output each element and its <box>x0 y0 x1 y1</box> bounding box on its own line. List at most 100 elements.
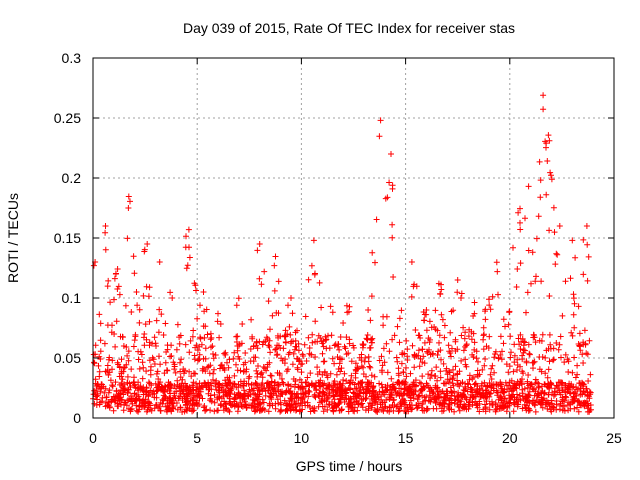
data-point <box>409 342 416 349</box>
data-point <box>374 401 381 408</box>
data-point <box>334 391 340 398</box>
data-point <box>505 369 512 376</box>
data-point <box>92 380 99 387</box>
data-point <box>500 340 507 347</box>
data-point <box>94 390 101 397</box>
x-tick-label: 5 <box>193 430 201 446</box>
data-point <box>337 368 344 375</box>
data-point <box>550 356 557 363</box>
data-point <box>545 132 552 139</box>
data-point <box>176 340 183 347</box>
data-point <box>171 392 178 399</box>
data-point <box>137 348 144 355</box>
data-point <box>120 343 127 349</box>
data-point <box>181 408 188 415</box>
data-point <box>264 336 271 342</box>
data-point <box>378 381 385 388</box>
data-point <box>570 291 577 298</box>
data-point <box>411 364 418 371</box>
data-point <box>118 356 125 363</box>
data-point <box>532 408 539 415</box>
data-point <box>234 367 241 374</box>
data-point <box>309 331 316 338</box>
data-point <box>493 259 500 266</box>
data-point <box>348 372 355 379</box>
data-point <box>367 344 374 351</box>
data-point <box>163 367 170 374</box>
data-point <box>204 364 211 371</box>
data-point <box>524 289 531 296</box>
data-point <box>553 382 560 389</box>
data-point <box>90 262 97 269</box>
data-point <box>506 308 513 315</box>
data-point <box>352 393 359 400</box>
data-point <box>519 352 526 359</box>
data-point <box>577 402 584 409</box>
data-point <box>150 388 157 395</box>
data-point <box>323 336 330 343</box>
data-point <box>290 350 297 357</box>
data-point <box>522 404 529 411</box>
data-point <box>506 379 513 386</box>
data-point <box>492 407 499 413</box>
data-point <box>502 379 509 386</box>
data-point <box>173 400 180 406</box>
data-point <box>102 229 109 236</box>
data-point <box>481 401 488 408</box>
data-point <box>408 293 415 300</box>
data-point <box>331 396 338 403</box>
data-point <box>427 375 434 382</box>
data-point <box>140 292 147 299</box>
data-point <box>259 406 266 413</box>
data-point <box>425 371 432 378</box>
data-point <box>449 380 456 387</box>
axis-ticks <box>92 57 615 419</box>
data-point <box>482 316 489 323</box>
data-point <box>132 398 139 404</box>
data-point <box>343 302 350 309</box>
data-point <box>567 390 574 397</box>
data-point <box>182 341 189 348</box>
data-point <box>97 337 104 344</box>
data-point <box>424 348 431 355</box>
data-point <box>586 388 593 395</box>
data-point <box>565 382 572 389</box>
data-point <box>547 341 554 348</box>
data-point <box>155 405 162 411</box>
data-point <box>308 262 315 269</box>
data-point <box>553 340 560 346</box>
data-point <box>242 350 249 356</box>
data-point <box>587 389 594 396</box>
data-point <box>136 306 143 313</box>
data-point <box>533 273 539 280</box>
data-point <box>503 361 510 368</box>
data-point <box>170 395 177 402</box>
data-point <box>429 389 436 396</box>
data-point <box>546 227 553 234</box>
data-point <box>529 359 536 366</box>
data-point <box>483 398 490 405</box>
data-point <box>104 283 111 290</box>
data-point <box>418 380 425 387</box>
data-point <box>525 391 532 398</box>
data-point <box>272 379 278 386</box>
data-point <box>574 371 581 378</box>
data-point <box>200 404 207 411</box>
data-point <box>358 357 365 364</box>
data-point <box>108 329 115 336</box>
data-point <box>532 376 539 383</box>
data-point <box>138 351 145 358</box>
data-point <box>351 408 358 415</box>
data-point <box>471 339 478 346</box>
data-point <box>278 355 285 362</box>
data-point <box>363 373 369 380</box>
data-point <box>439 316 446 323</box>
data-point <box>292 378 299 384</box>
data-point <box>497 394 503 401</box>
data-point <box>535 384 542 391</box>
data-point <box>396 407 403 414</box>
data-point <box>421 339 428 346</box>
data-point <box>408 259 415 265</box>
data-point <box>199 384 206 391</box>
data-point <box>136 319 143 326</box>
